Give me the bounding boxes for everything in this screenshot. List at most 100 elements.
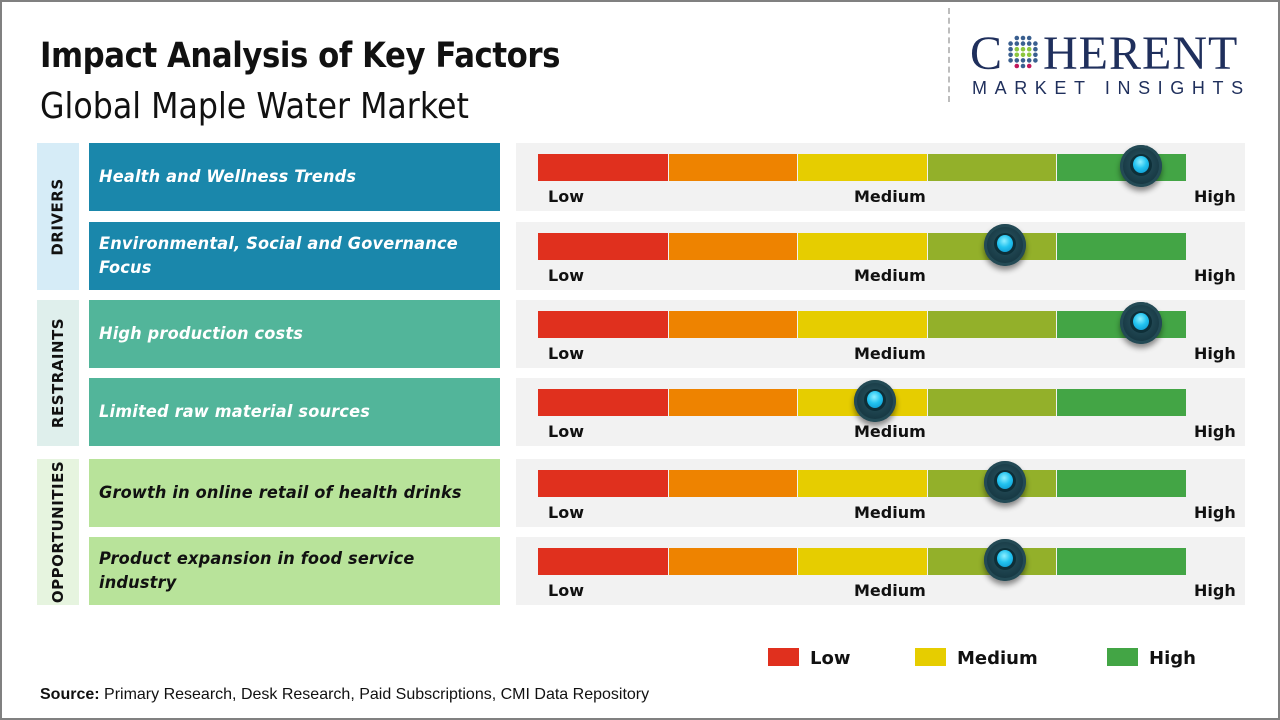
gauge-label-high: High <box>1194 266 1236 285</box>
category-text: OPPORTUNITIES <box>49 460 67 604</box>
globe-dot <box>1033 58 1038 63</box>
factor-text: Environmental, Social and Governance Foc… <box>99 234 458 278</box>
category-text: RESTRAINTS <box>49 317 68 429</box>
legend-label: High <box>1149 648 1196 669</box>
source-note: Source: Primary Research, Desk Research,… <box>40 686 649 704</box>
logo-tagline: MARKET INSIGHTS <box>972 78 1251 98</box>
gauge-label-medium: Medium <box>854 503 926 522</box>
logo-brand-rest: HERENT <box>1043 27 1239 80</box>
factor-text: Product expansion in food service indust… <box>99 549 415 593</box>
globe-dot <box>1033 52 1038 58</box>
globe-dot <box>1008 46 1013 52</box>
gauge-label-low: Low <box>548 344 584 363</box>
source-text: Primary Research, Desk Research, Paid Su… <box>99 686 650 703</box>
gauge-label-low: Low <box>548 503 584 522</box>
gauge-label-medium: Medium <box>854 422 926 441</box>
gauge-segment-2 <box>668 548 798 575</box>
category-label-drivers: DRIVERS <box>37 143 79 290</box>
gauge-label-high: High <box>1194 344 1236 363</box>
factor-text: Health and Wellness Trends <box>99 167 357 187</box>
gauge-segment-1 <box>538 548 668 575</box>
page-title: Impact Analysis of Key Factors <box>40 36 560 76</box>
gauge-segment-2 <box>668 389 798 416</box>
globe-dot <box>1014 41 1020 46</box>
globe-dot <box>1014 63 1020 69</box>
globe-dot <box>1026 63 1032 69</box>
legend-swatch <box>1107 648 1138 666</box>
globe-dot <box>1008 52 1013 58</box>
category-label-opportunities: OPPORTUNITIES <box>37 459 79 605</box>
globe-dot <box>1026 58 1032 63</box>
gauge-segment-5 <box>1057 389 1186 416</box>
factor-label: Health and Wellness Trends <box>89 143 500 211</box>
page-subtitle: Global Maple Water Market <box>40 86 469 127</box>
impact-gauge: Low Medium High <box>516 537 1245 605</box>
globe-dot <box>1014 46 1020 52</box>
globe-dot <box>1014 52 1020 58</box>
impact-gauge: Low Medium High <box>516 222 1245 290</box>
gauge-label-medium: Medium <box>854 187 926 206</box>
gauge-segment-5 <box>1057 233 1186 260</box>
gauge-label-high: High <box>1194 422 1236 441</box>
gauge-label-high: High <box>1194 187 1236 206</box>
impact-gauge: Low Medium High <box>516 378 1245 446</box>
company-logo: C HERENT MARKET INSIGHTS <box>970 30 1260 100</box>
globe-dot <box>1014 58 1020 63</box>
impact-gauge: Low Medium High <box>516 459 1245 527</box>
category-text: DRIVERS <box>49 177 68 256</box>
impact-indicator-knob <box>983 224 1026 266</box>
globe-dot <box>1020 35 1026 41</box>
factor-label: High production costs <box>89 300 500 368</box>
gauge-label-low: Low <box>548 187 584 206</box>
gauge-segment-1 <box>538 311 668 338</box>
factor-text: Growth in online retail of health drinks <box>99 483 462 503</box>
gauge-label-medium: Medium <box>854 344 926 363</box>
category-label-restraints: RESTRAINTS <box>37 300 79 446</box>
gauge-segment-3 <box>798 470 927 497</box>
impact-gauge: Low Medium High <box>516 300 1245 368</box>
globe-dot <box>1020 46 1026 52</box>
impact-indicator-knob <box>983 539 1026 581</box>
impact-indicator-knob <box>1119 145 1162 187</box>
factor-label: Environmental, Social and Governance Foc… <box>89 222 500 290</box>
gauge-segment-3 <box>798 154 927 181</box>
logo-wordmark: C HERENT <box>970 30 1238 78</box>
factor-text: Limited raw material sources <box>99 402 371 422</box>
globe-dot <box>1008 41 1013 46</box>
globe-dot <box>1033 41 1038 46</box>
globe-dot <box>1008 58 1013 63</box>
gauge-segment-1 <box>538 470 668 497</box>
globe-dot <box>1026 41 1032 46</box>
impact-indicator-knob <box>853 380 896 422</box>
gauge-label-low: Low <box>548 581 584 600</box>
factor-label: Product expansion in food service indust… <box>89 537 500 605</box>
gauge-segment-3 <box>798 548 927 575</box>
globe-dot <box>1020 52 1026 58</box>
gauge-segment-2 <box>668 311 798 338</box>
gauge-label-low: Low <box>548 422 584 441</box>
gauge-segment-4 <box>927 389 1057 416</box>
globe-dot <box>1026 52 1032 58</box>
gauge-segment-5 <box>1057 548 1186 575</box>
legend-swatch <box>915 648 946 666</box>
gauge-segment-2 <box>668 470 798 497</box>
impact-indicator-knob <box>1119 302 1162 344</box>
gauge-label-medium: Medium <box>854 581 926 600</box>
gauge-label-high: High <box>1194 503 1236 522</box>
gauge-label-low: Low <box>548 266 584 285</box>
gauge-segment-3 <box>798 233 927 260</box>
globe-dot <box>1020 63 1026 69</box>
gauge-segment-2 <box>668 154 798 181</box>
source-label: Source: <box>40 686 100 703</box>
gauge-segment-2 <box>668 233 798 260</box>
globe-dot <box>1033 46 1038 52</box>
factor-label: Limited raw material sources <box>89 378 500 446</box>
factor-text: High production costs <box>99 324 304 344</box>
globe-dot <box>1020 41 1026 46</box>
gauge-segment-1 <box>538 389 668 416</box>
impact-indicator-knob <box>983 461 1026 503</box>
globe-dots-icon <box>1008 35 1038 69</box>
logo-divider <box>948 8 950 102</box>
gauge-label-medium: Medium <box>854 266 926 285</box>
gauge-segment-5 <box>1057 470 1186 497</box>
